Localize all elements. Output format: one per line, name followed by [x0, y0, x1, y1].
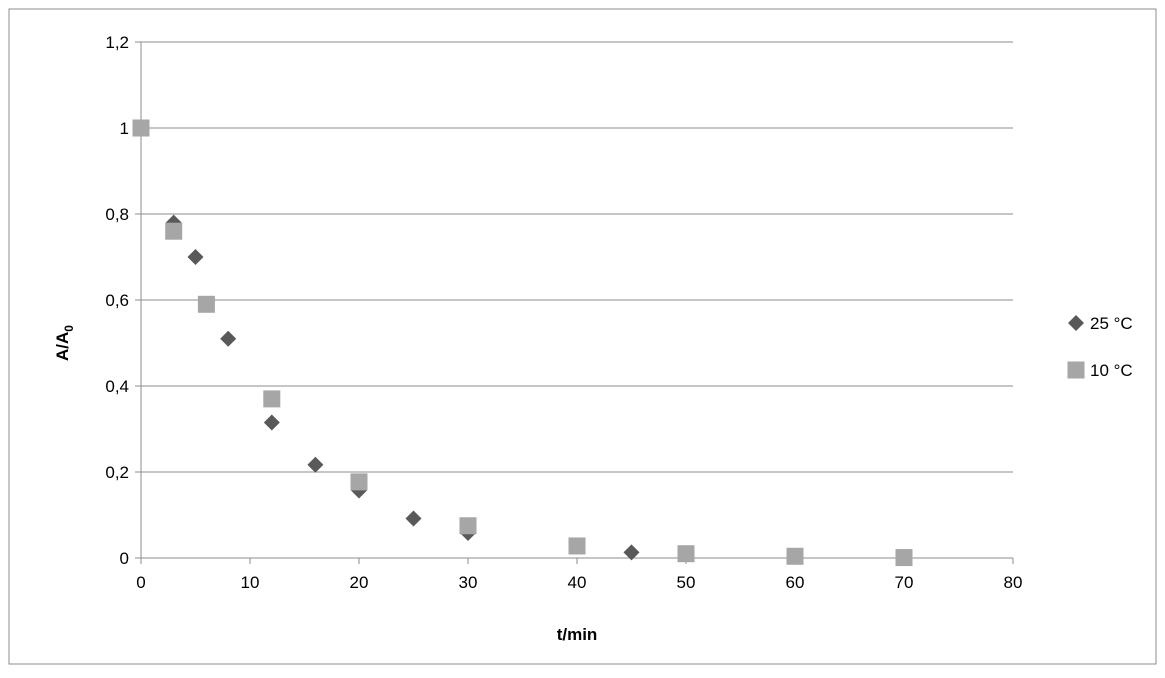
data-point: [786, 547, 804, 565]
y-tick-label: 1,2: [105, 33, 129, 52]
data-point: [165, 222, 183, 240]
x-tick-label: 50: [677, 573, 696, 592]
x-tick-label: 20: [350, 573, 369, 592]
y-axis-title: A/A0: [53, 325, 76, 361]
x-tick-label: 30: [459, 573, 478, 592]
y-tick-label: 0,4: [105, 377, 129, 396]
y-tick-label: 0,8: [105, 205, 129, 224]
data-point: [895, 549, 913, 567]
x-tick-label: 10: [241, 573, 260, 592]
legend-label: 10 °C: [1090, 361, 1133, 380]
data-point: [350, 473, 368, 491]
tick-labels: 0 0,2 0,4 0,6 0,8 1 1,2 0 10 20 30 40 50 60 70 80: [105, 33, 1022, 592]
data-point: [307, 456, 324, 473]
data-point: [132, 119, 150, 137]
y-tick-label: 0: [120, 549, 129, 568]
data-point: [263, 414, 280, 431]
chart-border: [8, 8, 1157, 665]
y-axis-title-main: A/A: [53, 332, 72, 361]
data-point: [568, 537, 586, 555]
y-tick-label: 0,2: [105, 463, 129, 482]
series-square: [132, 119, 913, 567]
data-point: [405, 510, 422, 527]
data-point: [677, 545, 695, 563]
data-series: [132, 119, 913, 567]
legend-marker-diamond: [1068, 315, 1084, 331]
legend-marker-square: [1067, 361, 1085, 379]
x-axis-title: t/min: [557, 625, 598, 644]
data-point: [459, 517, 477, 535]
y-tick-label: 0,6: [105, 291, 129, 310]
data-point: [197, 295, 215, 313]
y-axis-title-subscript: 0: [62, 325, 76, 332]
x-tick-label: 80: [1004, 573, 1023, 592]
data-point: [220, 330, 237, 347]
data-point: [623, 544, 640, 561]
x-tick-label: 40: [568, 573, 587, 592]
gridlines: [141, 41, 1013, 473]
y-tick-label: 1: [120, 119, 129, 138]
data-point: [263, 390, 281, 408]
data-point: [187, 249, 204, 265]
legend-label: 25 °C: [1090, 314, 1133, 333]
x-tick-label: 60: [786, 573, 805, 592]
legend: 25 °C 10 °C: [1067, 314, 1133, 380]
x-tick-label: 70: [895, 573, 914, 592]
x-tick-label: 0: [136, 573, 145, 592]
